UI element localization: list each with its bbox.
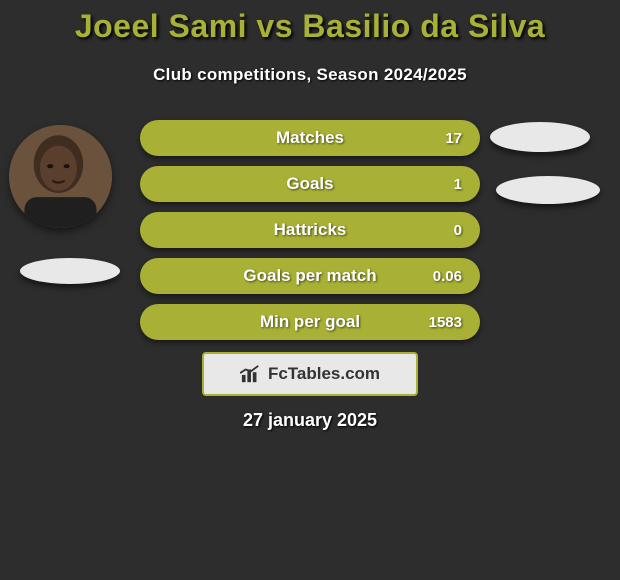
stat-label: Hattricks <box>140 220 480 240</box>
stat-label: Goals <box>140 174 480 194</box>
stat-label: Goals per match <box>140 266 480 286</box>
stat-row-matches: Matches 17 <box>140 120 480 156</box>
stat-row-hattricks: Hattricks 0 <box>140 212 480 248</box>
avatar-silhouette-icon <box>9 125 112 228</box>
decorative-pill <box>496 176 600 204</box>
snapshot-date: 27 january 2025 <box>0 410 620 431</box>
logo-text: FcTables.com <box>268 364 380 384</box>
stat-row-min-per-goal: Min per goal 1583 <box>140 304 480 340</box>
stats-bars: Matches 17 Goals 1 Hattricks 0 Goals per… <box>140 120 480 350</box>
decorative-pill <box>490 122 590 152</box>
player-avatar <box>9 125 112 228</box>
stat-label: Min per goal <box>140 312 480 332</box>
decorative-pill <box>20 258 120 284</box>
stat-row-goals-per-match: Goals per match 0.06 <box>140 258 480 294</box>
stat-row-goals: Goals 1 <box>140 166 480 202</box>
bar-chart-icon <box>240 364 262 384</box>
stat-label: Matches <box>140 128 480 148</box>
fctables-logo: FcTables.com <box>202 352 418 396</box>
page-title: Joeel Sami vs Basilio da Silva <box>0 0 620 45</box>
page-subtitle: Club competitions, Season 2024/2025 <box>0 65 620 85</box>
